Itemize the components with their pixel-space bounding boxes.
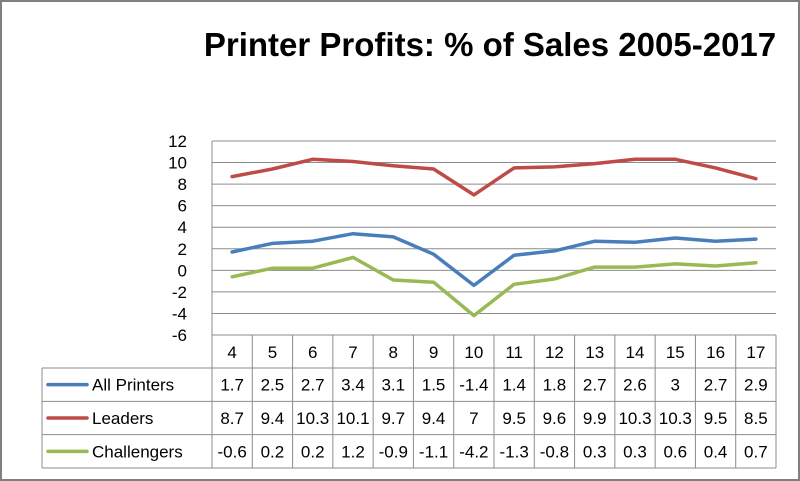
data-value-label: 1.2 — [341, 442, 365, 461]
data-value-label: 0.4 — [704, 442, 728, 461]
data-value-label: 10.3 — [618, 409, 651, 428]
series-name-label: Challengers — [92, 442, 183, 461]
series-name-label: Leaders — [92, 409, 153, 428]
series-line-leaders — [230, 157, 758, 197]
data-value-label: 3 — [671, 376, 680, 395]
y-tick-label: 0 — [178, 261, 187, 280]
data-value-label: -4.2 — [459, 442, 488, 461]
x-category-label: 5 — [268, 343, 277, 362]
x-category-label: 10 — [464, 343, 483, 362]
y-tick-label: 2 — [178, 240, 187, 259]
data-value-label: 2.5 — [261, 376, 285, 395]
data-value-label: 0.2 — [301, 442, 325, 461]
data-value-label: 2.7 — [583, 376, 607, 395]
y-axis-ticks: 12 10 8 6 4 2 0 -2 -4 -6 — [168, 132, 187, 345]
data-value-label: 0.7 — [744, 442, 768, 461]
x-category-label: 4 — [227, 343, 236, 362]
x-category-label: 12 — [545, 343, 564, 362]
y-tick-label: 8 — [178, 175, 187, 194]
series-line-all-printers — [230, 231, 758, 288]
data-value-label: 10.1 — [336, 409, 369, 428]
y-tick-label: -6 — [172, 326, 187, 345]
x-category-label: 14 — [626, 343, 645, 362]
y-tick-label: 12 — [168, 132, 187, 151]
data-value-label: 9.5 — [502, 409, 526, 428]
data-value-label: 3.1 — [381, 376, 405, 395]
x-category-label: 9 — [429, 343, 438, 362]
data-value-label: 9.6 — [543, 409, 567, 428]
data-value-label: 2.7 — [704, 376, 728, 395]
x-category-label: 16 — [706, 343, 725, 362]
data-table-cells: All Printers 1.7 2.5 2.7 3.4 3.1 1.5 -1.4 1.4 1.8… — [46, 376, 768, 461]
data-value-label: 1.4 — [502, 376, 526, 395]
y-tick-label: -4 — [172, 304, 187, 323]
data-value-label: 0.3 — [583, 442, 607, 461]
x-category-label: 15 — [666, 343, 685, 362]
data-value-label: 2.9 — [744, 376, 768, 395]
data-value-label: -0.8 — [540, 442, 569, 461]
data-value-label: 3.4 — [341, 376, 365, 395]
data-value-label: 1.7 — [220, 376, 244, 395]
y-tick-label: -2 — [172, 283, 187, 302]
series-name-label: All Printers — [92, 376, 174, 395]
data-value-label: -0.9 — [379, 442, 408, 461]
data-value-label: 0.2 — [261, 442, 285, 461]
series-lines — [230, 157, 758, 318]
x-category-label: 7 — [348, 343, 357, 362]
data-value-label: 0.6 — [663, 442, 687, 461]
data-value-label: 9.9 — [583, 409, 607, 428]
data-value-label: -1.3 — [499, 442, 528, 461]
data-value-label: 1.8 — [543, 376, 567, 395]
data-value-label: 8.5 — [744, 409, 768, 428]
data-table-grid — [41, 335, 777, 469]
data-value-label: 7 — [469, 409, 478, 428]
data-value-label: 8.7 — [220, 409, 244, 428]
data-value-label: 10.3 — [659, 409, 692, 428]
y-tick-label: 10 — [168, 154, 187, 173]
x-category-label: 13 — [585, 343, 604, 362]
data-value-label: 2.6 — [623, 376, 647, 395]
data-value-label: 9.7 — [381, 409, 405, 428]
data-value-label: 10.3 — [296, 409, 329, 428]
data-value-label: 0.3 — [623, 442, 647, 461]
data-value-label: 2.7 — [301, 376, 325, 395]
data-value-label: 1.5 — [422, 376, 446, 395]
data-value-label: 9.4 — [261, 409, 285, 428]
data-value-label: -0.6 — [217, 442, 246, 461]
data-value-label: -1.4 — [459, 376, 488, 395]
series-line-challengers — [230, 255, 758, 318]
x-category-label: 8 — [389, 343, 398, 362]
x-category-label: 11 — [505, 343, 523, 362]
y-tick-label: 4 — [178, 218, 187, 237]
chart-title: Printer Profits: % of Sales 2005-2017 — [204, 26, 776, 63]
x-category-label: 17 — [746, 343, 765, 362]
y-tick-label: 6 — [178, 197, 187, 216]
data-value-label: 9.5 — [704, 409, 728, 428]
x-axis-category-labels: 4 5 6 7 8 9 10 11 12 13 14 15 16 17 — [227, 343, 765, 362]
data-value-label: 9.4 — [422, 409, 446, 428]
data-value-label: -1.1 — [419, 442, 448, 461]
x-category-label: 6 — [308, 343, 317, 362]
